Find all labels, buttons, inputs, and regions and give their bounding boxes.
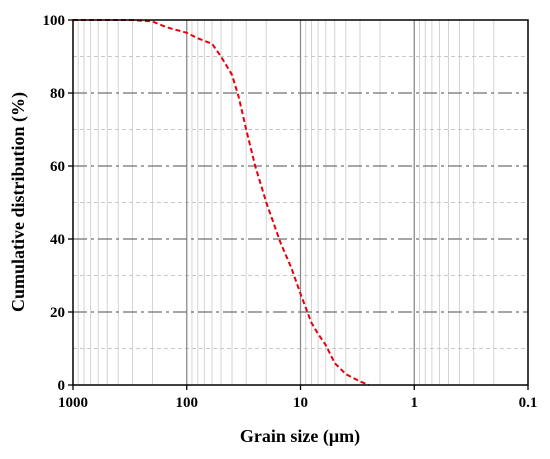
x-tick-label: 10 bbox=[293, 395, 308, 411]
x-axis-title: Grain size (μm) bbox=[240, 426, 360, 447]
y-axis-title: Cumulative distribution (%) bbox=[8, 92, 29, 312]
y-tick-label: 100 bbox=[43, 13, 66, 29]
x-tick-label: 0.1 bbox=[519, 395, 538, 411]
x-tick-label: 1 bbox=[411, 395, 419, 411]
label-layer: 1000 100 10 1 0.1 0 20 40 60 80 100 bbox=[43, 13, 538, 411]
data-layer bbox=[73, 19, 370, 386]
y-tick-label: 60 bbox=[50, 159, 65, 175]
x-tick-label: 1000 bbox=[58, 395, 88, 411]
y-tick-label: 80 bbox=[50, 86, 65, 102]
y-tick-label: 40 bbox=[50, 232, 65, 248]
y-tick-label: 20 bbox=[50, 305, 65, 321]
frame-layer bbox=[68, 19, 529, 390]
y-tick-label: 0 bbox=[58, 378, 66, 394]
x-tick-label: 100 bbox=[176, 395, 199, 411]
grid-layer bbox=[73, 20, 528, 385]
series-line-0 bbox=[73, 19, 370, 386]
